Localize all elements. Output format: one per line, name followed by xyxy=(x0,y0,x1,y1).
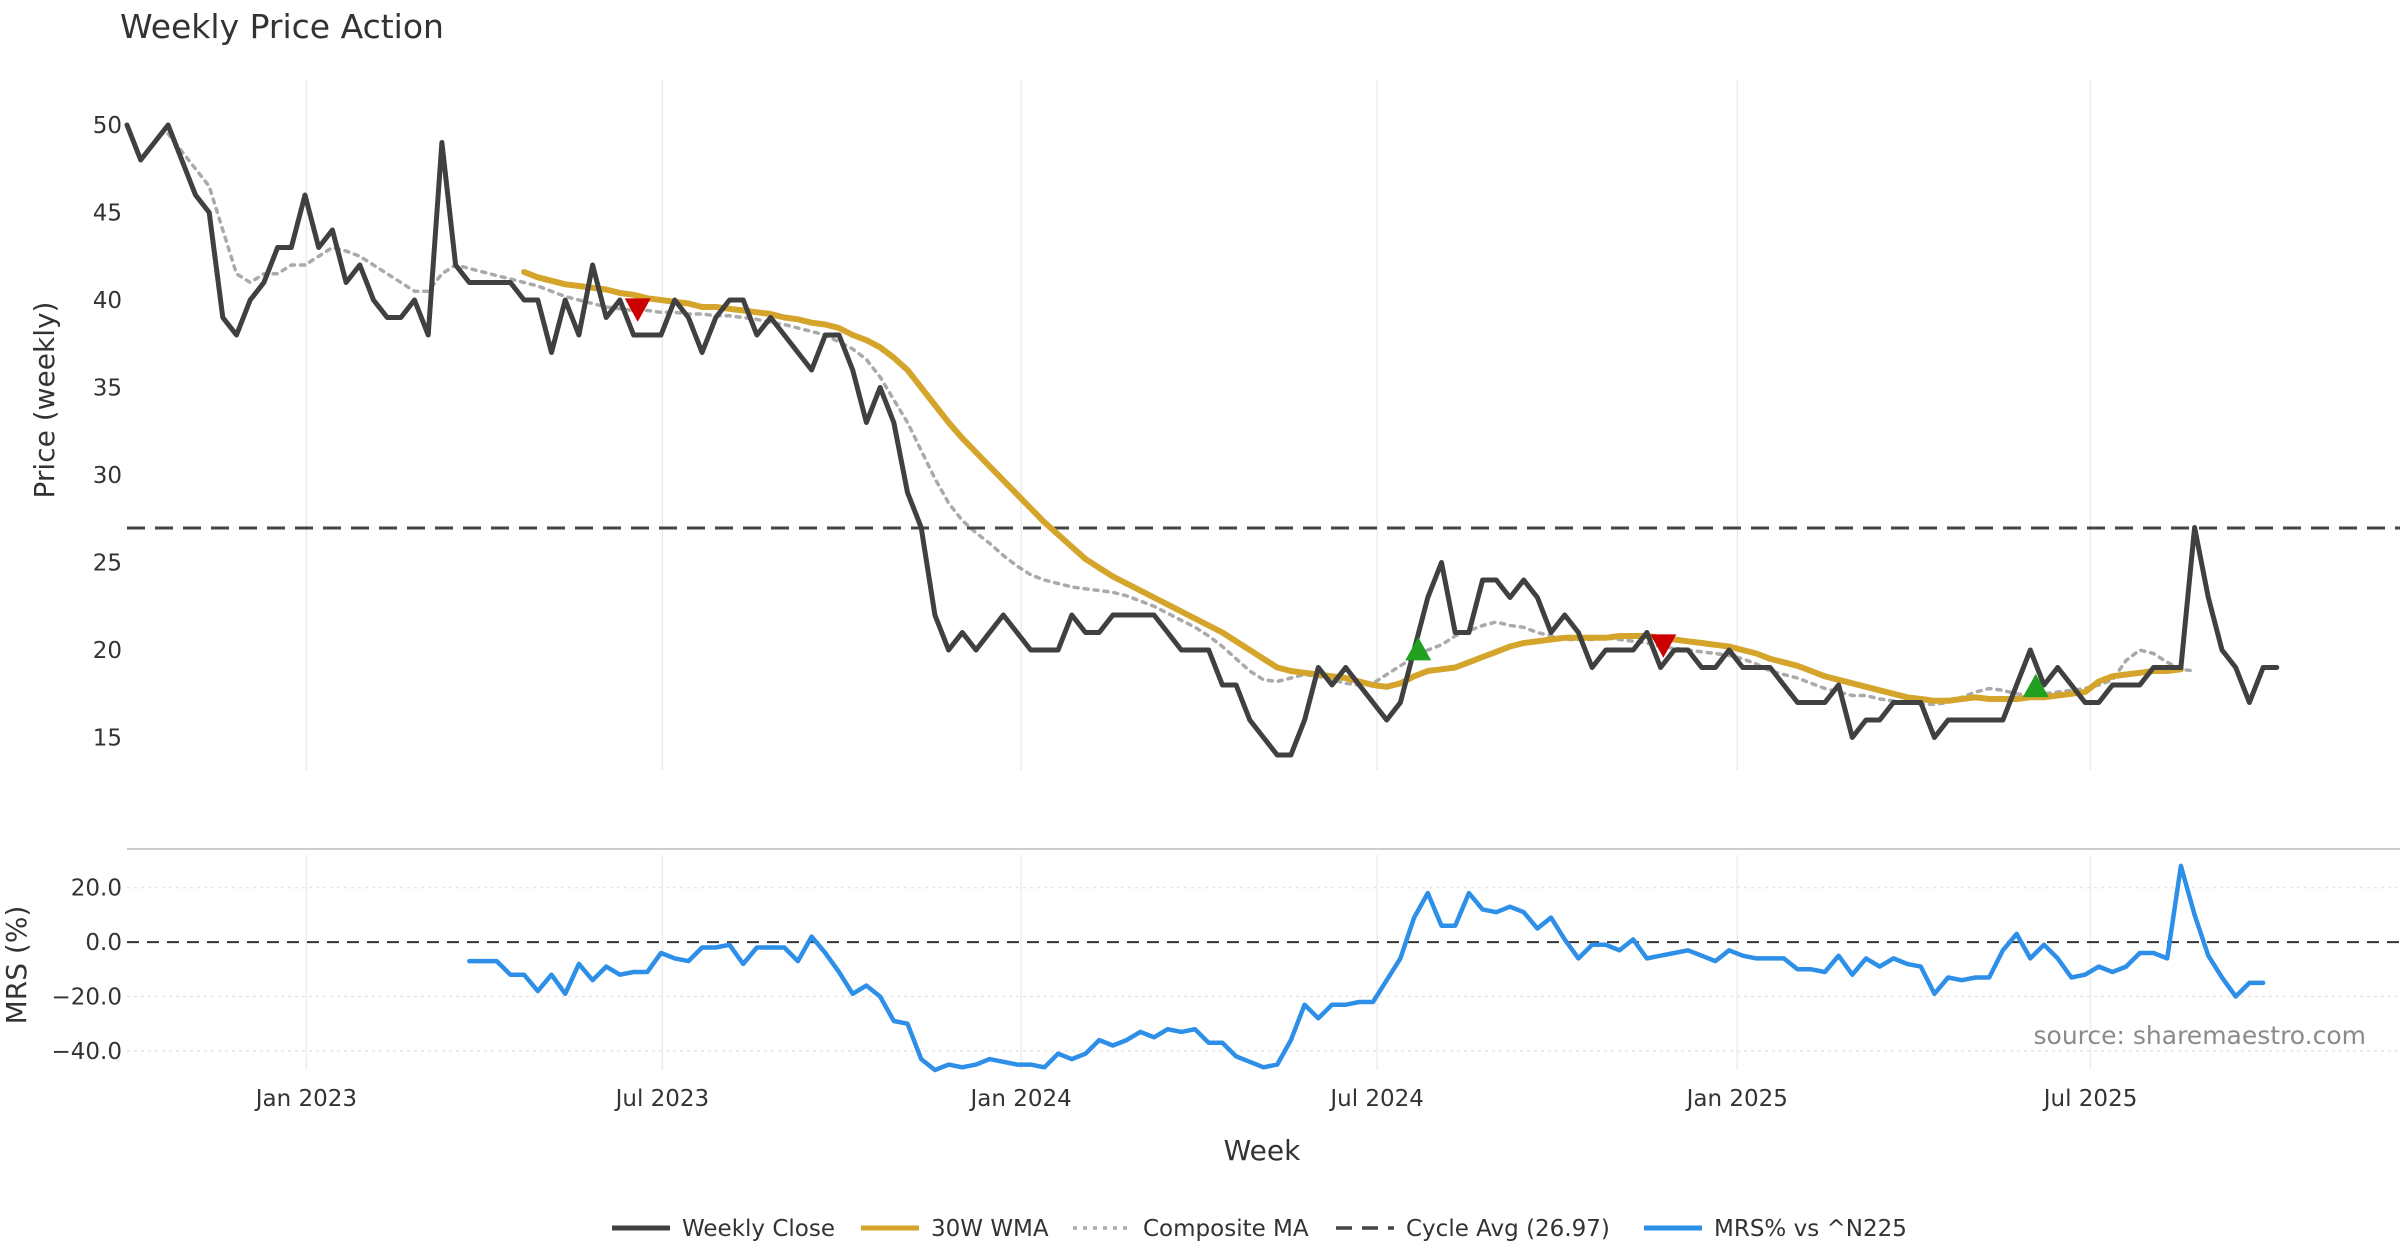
mrs-y-tick-label: 20.0 xyxy=(71,876,122,902)
legend-label: Composite MA xyxy=(1143,1216,1309,1242)
x-axis-title: Week xyxy=(1224,1134,1301,1167)
price-y-tick-label: 35 xyxy=(93,376,122,402)
mrs-y-tick-label: −40.0 xyxy=(52,1039,122,1065)
legend-label: 30W WMA xyxy=(931,1216,1049,1242)
price-y-tick-label: 45 xyxy=(93,201,122,227)
price-y-axis-title: Price (weekly) xyxy=(28,302,61,499)
signal-markers xyxy=(624,298,2049,698)
x-tick-label: Jan 2024 xyxy=(968,1086,1071,1112)
legend-label: MRS% vs ^N225 xyxy=(1714,1216,1907,1242)
price-series xyxy=(124,122,2400,758)
series-mrs xyxy=(467,863,2266,1073)
legend-item: Weekly Close xyxy=(612,1216,835,1242)
chart-title: Weekly Price Action xyxy=(120,7,444,46)
legend-item: MRS% vs ^N225 xyxy=(1644,1216,1907,1242)
mrs-y-tick-label: 0.0 xyxy=(85,930,122,956)
x-tick-label: Jul 2025 xyxy=(2042,1086,2138,1112)
x-tick-label: Jan 2025 xyxy=(1685,1086,1788,1112)
mrs-y-axis: 20.0 0.0 −20.0 −40.0 xyxy=(52,876,122,1065)
mrs-gridlines xyxy=(127,855,2400,1070)
buy-signal-marker xyxy=(1405,637,1432,661)
legend-item: Cycle Avg (26.97) xyxy=(1336,1216,1610,1242)
series-weekly-close xyxy=(124,122,2280,758)
price-y-tick-label: 25 xyxy=(93,551,122,577)
legend-label: Weekly Close xyxy=(682,1216,835,1242)
buy-signal-marker xyxy=(2022,673,2049,698)
x-tick-label: Jul 2024 xyxy=(1328,1086,1424,1112)
mrs-y-axis-title: MRS (%) xyxy=(0,906,33,1025)
x-axis: Jan 2023 Jul 2023 Jan 2024 Jul 2024 Jan 2025… xyxy=(254,1086,2138,1112)
mrs-panel: 20.0 0.0 −20.0 −40.0 MRS (%) source: sharem… xyxy=(0,855,2400,1073)
series-30w-wma xyxy=(521,269,2184,704)
legend-label: Cycle Avg (26.97) xyxy=(1406,1216,1610,1242)
price-y-tick-label: 50 xyxy=(93,113,122,139)
legend-item: 30W WMA xyxy=(861,1216,1049,1242)
price-y-tick-label: 20 xyxy=(93,638,122,664)
source-note: source: sharemaestro.com xyxy=(2034,1021,2367,1050)
price-panel: 15 20 25 30 35 40 45 50 Price (weekly) xyxy=(28,80,2400,770)
price-y-tick-label: 15 xyxy=(93,726,122,752)
price-y-axis: 15 20 25 30 35 40 45 50 xyxy=(93,113,122,752)
x-tick-label: Jul 2023 xyxy=(614,1086,710,1112)
price-y-tick-label: 40 xyxy=(93,288,122,314)
legend-item: Composite MA xyxy=(1073,1216,1309,1242)
x-tick-label: Jan 2023 xyxy=(254,1086,357,1112)
price-y-tick-label: 30 xyxy=(93,463,122,489)
sell-signal-marker xyxy=(624,298,651,322)
series-composite-ma xyxy=(166,132,2197,707)
sell-signal-marker xyxy=(1650,634,1677,658)
legend: Weekly Close 30W WMA Composite MA Cycle Avg… xyxy=(612,1216,1907,1242)
mrs-series xyxy=(127,863,2400,1073)
mrs-y-tick-label: −20.0 xyxy=(52,985,122,1011)
price-gridlines xyxy=(305,80,2092,770)
